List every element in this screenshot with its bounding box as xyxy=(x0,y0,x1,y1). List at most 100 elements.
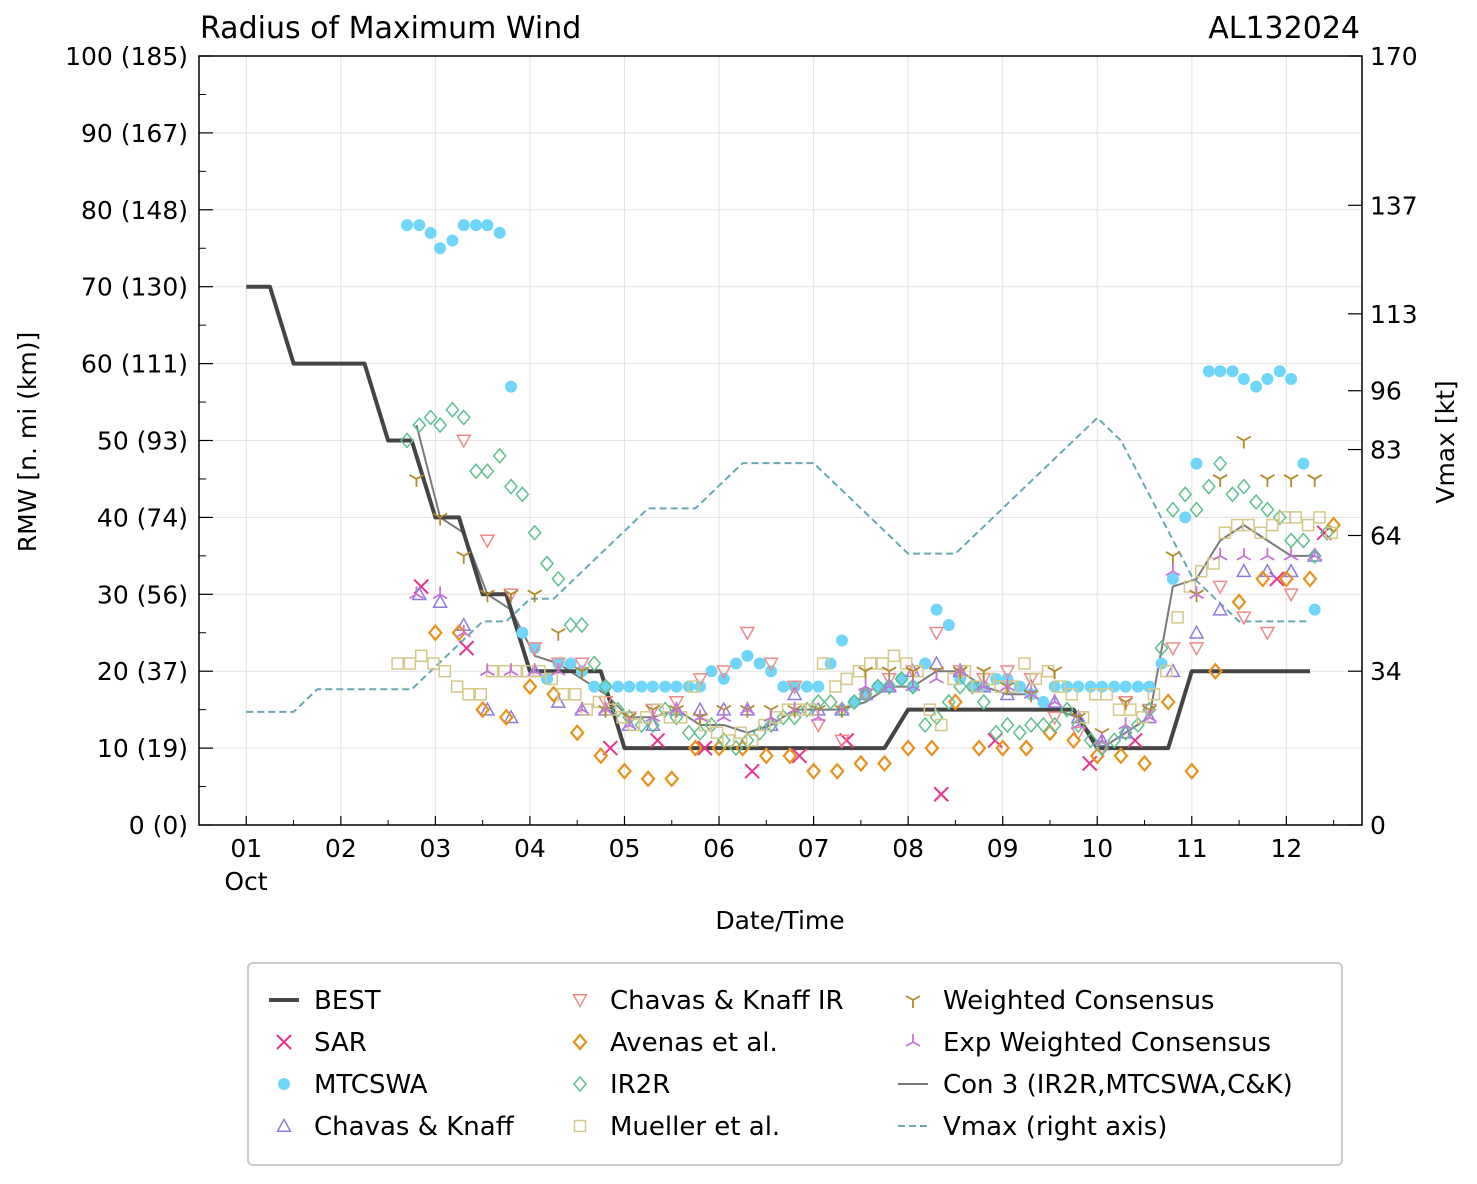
weighted-consensus-point-stroke xyxy=(479,589,488,596)
mtcswa-point xyxy=(481,219,494,232)
exp-weighted-consensus-point-stroke xyxy=(1054,701,1063,707)
mtcswa-point xyxy=(1131,680,1144,693)
y2-tick-label: 96 xyxy=(1370,377,1402,406)
weighted-consensus-point-stroke xyxy=(1148,704,1157,711)
exp-weighted-consensus-point-stroke xyxy=(1314,555,1323,561)
ir2r-point xyxy=(587,655,602,672)
chavas-knaff-point xyxy=(479,701,496,716)
legend-swatch-stroke xyxy=(912,995,921,1001)
legend-item-best: BEST xyxy=(269,986,381,1016)
mueller-et-al-point xyxy=(1242,518,1255,532)
ir2r-point xyxy=(1201,478,1216,495)
x-tick-label: 06 xyxy=(703,834,735,863)
legend-label: Chavas & Knaff xyxy=(314,1112,515,1142)
legend-swatch xyxy=(276,1034,292,1050)
sar-point-stroke xyxy=(933,786,949,802)
ir2r-point xyxy=(1047,716,1062,734)
exp-weighted-consensus-point xyxy=(1236,547,1252,561)
exp-weighted-consensus-point-stroke xyxy=(527,670,536,676)
exp-weighted-consensus-point-stroke xyxy=(598,708,607,715)
legend-label: BEST xyxy=(314,986,381,1016)
grid xyxy=(199,55,1362,826)
weighted-consensus-point-stroke xyxy=(1243,435,1252,442)
mtcswa-point xyxy=(942,619,955,632)
exp-weighted-consensus-point xyxy=(669,701,684,715)
mtcswa-point xyxy=(670,680,683,693)
ir2r-point xyxy=(1000,716,1015,734)
mtcswa-point xyxy=(424,226,437,239)
mtcswa-point xyxy=(1214,365,1227,378)
ir2r-point xyxy=(799,701,814,718)
exp-weighted-consensus-point xyxy=(1094,732,1110,746)
avenas-et-al-point xyxy=(877,754,892,773)
exp-weighted-consensus-point-stroke xyxy=(746,708,755,715)
weighted-consensus-point-stroke xyxy=(1118,697,1127,703)
mueller-et-al-point xyxy=(427,657,440,670)
chavas-knaff-ir-point xyxy=(1236,611,1252,626)
legend-item-ir2r: IR2R xyxy=(573,1070,670,1100)
exp-weighted-consensus-point-stroke xyxy=(834,708,843,715)
legend-swatch xyxy=(905,995,921,1008)
ir2r-point xyxy=(492,447,507,465)
exp-weighted-consensus-point-stroke xyxy=(432,593,441,600)
avenas-et-al-point xyxy=(475,700,491,719)
chavas-knaff-point xyxy=(1165,663,1181,678)
mtcswa-point xyxy=(871,680,884,693)
mueller-et-al-point xyxy=(745,734,759,747)
weighted-consensus-point-stroke xyxy=(905,666,914,672)
legend-label: Vmax (right axis) xyxy=(943,1112,1167,1142)
y-axis-label: RMW [n. mi (km)] xyxy=(13,332,42,552)
weighted-consensus-point-stroke xyxy=(1165,551,1174,557)
legend-item-vmax-right-axis: Vmax (right axis) xyxy=(898,1112,1167,1142)
weighted-consensus-point-stroke xyxy=(1030,689,1039,696)
x-axis-label: Date/Time xyxy=(715,906,844,935)
mtcswa-point xyxy=(730,657,743,670)
mueller-et-al-point xyxy=(1265,518,1279,532)
legend-item-chavas-knaff-ir: Chavas & Knaff IR xyxy=(572,986,844,1016)
mtcswa-point xyxy=(1237,372,1250,385)
legend-swatch xyxy=(572,994,588,1009)
y-tick-label: 50 (93) xyxy=(97,427,188,456)
exp-weighted-consensus-point-stroke xyxy=(1094,739,1103,746)
ir2r-point xyxy=(504,478,519,495)
legend-swatch-stroke xyxy=(912,1041,921,1047)
mtcswa-point xyxy=(564,657,577,670)
exp-weighted-consensus-point-stroke xyxy=(550,670,559,676)
ir2r-point xyxy=(1024,716,1039,734)
chavas-knaff-point xyxy=(1212,601,1228,616)
exp-weighted-consensus-point-stroke xyxy=(557,670,566,676)
weighted-consensus-point-stroke xyxy=(723,704,732,711)
ir2r-point xyxy=(445,401,460,418)
ir2r-point xyxy=(610,701,625,718)
mueller-et-al-point xyxy=(1160,664,1173,678)
legend: BEST SAR MTCSWA Chavas & Knaff Chavas & Knaf… xyxy=(269,986,1293,1142)
mtcswa-point xyxy=(599,680,612,693)
avenas-et-al-point xyxy=(900,739,916,757)
exp-weighted-consensus-point xyxy=(858,678,874,692)
weighted-consensus-point xyxy=(1165,551,1181,564)
weighted-consensus-point xyxy=(1283,474,1299,487)
exp-weighted-consensus-point-stroke xyxy=(456,631,465,638)
y2-tick-label: 137 xyxy=(1370,191,1418,220)
weighted-consensus-point-stroke xyxy=(810,704,819,711)
ir2r-point xyxy=(412,416,427,434)
weighted-consensus-point-stroke xyxy=(1314,474,1323,480)
chavas-knaff-ir-point xyxy=(1283,588,1299,603)
weighted-consensus-point-stroke xyxy=(1054,666,1063,672)
mueller-et-al-point xyxy=(840,672,853,686)
ir2r-point xyxy=(423,409,438,426)
exp-weighted-consensus-point-stroke xyxy=(574,708,583,715)
chavas-knaff-ir-point xyxy=(857,688,874,703)
legend-label: Chavas & Knaff IR xyxy=(610,986,844,1016)
mtcswa-point xyxy=(470,219,483,232)
mueller-et-al-point xyxy=(556,688,570,701)
avenas-et-al-point xyxy=(806,762,822,780)
mtcswa-point xyxy=(528,642,541,655)
mtcswa-point xyxy=(493,226,506,239)
mueller-et-al-point xyxy=(462,688,475,701)
weighted-consensus-point xyxy=(409,474,424,487)
ir2r-point xyxy=(858,686,873,703)
mueller-et-al-point xyxy=(545,672,558,686)
mtcswa-point xyxy=(1084,680,1097,693)
sar-point xyxy=(649,732,666,749)
